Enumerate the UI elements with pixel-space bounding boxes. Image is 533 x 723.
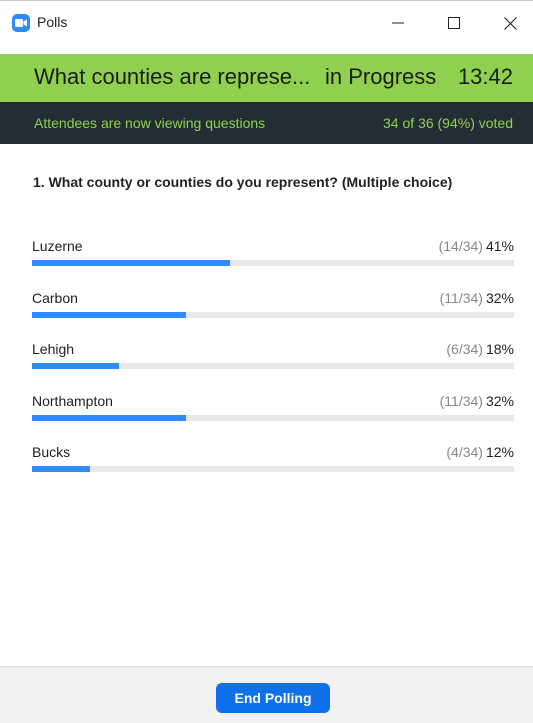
answer-row: Northampton (11/34) 32% [32, 393, 514, 445]
answer-bar-track [32, 260, 514, 266]
answer-percent: 12% [485, 444, 514, 460]
answer-label: Northampton [32, 392, 113, 409]
minimize-button[interactable] [378, 7, 418, 39]
answer-label: Luzerne [32, 238, 83, 254]
answer-percent: 32% [485, 289, 514, 306]
close-icon [503, 16, 517, 30]
answer-percent: 32% [485, 392, 514, 409]
answer-percent: 41% [485, 238, 514, 254]
poll-footer: End Polling [0, 666, 533, 723]
answer-result: (11/34) 32% [440, 393, 514, 409]
answer-row: Carbon (11/34) 32% [32, 290, 514, 342]
answer-label: Carbon [32, 289, 78, 306]
poll-info-bar: Attendees are now viewing questions 34 o… [0, 102, 533, 144]
answer-fraction: (11/34) [439, 392, 483, 409]
answer-fraction: (11/34) [439, 289, 483, 306]
answer-result: (14/34) 41% [439, 238, 514, 254]
answer-list: Luzerne (14/34) 41% Carbon (11/34) 32% Leh… [32, 238, 514, 496]
end-polling-button[interactable]: End Polling [216, 683, 330, 713]
answer-bar-fill [32, 466, 90, 472]
answer-result: (6/34) 18% [446, 341, 514, 357]
poll-title: What counties are represe... [34, 64, 311, 89]
answer-bar-fill [32, 260, 230, 266]
minimize-icon [392, 22, 404, 24]
answer-fraction: (6/34) [446, 341, 483, 357]
window-titlebar: Polls [0, 0, 533, 44]
maximize-button[interactable] [434, 7, 474, 39]
answer-fraction: (14/34) [438, 238, 483, 254]
question-text: 1. What county or counties do you repres… [33, 174, 453, 190]
poll-timer: 13:42 [457, 64, 513, 89]
answer-bar-fill [32, 311, 187, 318]
answer-bar-track [32, 311, 514, 318]
answer-bar-track [32, 363, 514, 369]
vote-summary: 34 of 36 (94%) voted [383, 115, 513, 131]
answer-fraction: (4/34) [446, 444, 483, 460]
window-title: Polls [37, 14, 68, 30]
answer-bar-track [32, 414, 514, 421]
answer-result: (4/34) 12% [446, 444, 514, 460]
poll-status: in Progress [325, 64, 437, 89]
close-button[interactable] [490, 7, 530, 39]
answer-label: Lehigh [32, 341, 75, 357]
answer-percent: 18% [485, 341, 514, 357]
answer-bar-fill [32, 363, 119, 369]
answer-label: Bucks [32, 444, 71, 460]
answer-bar-fill [32, 414, 187, 421]
answer-result: (11/34) 32% [440, 290, 514, 306]
attendee-message: Attendees are now viewing questions [34, 115, 266, 131]
answer-row: Lehigh (6/34) 18% [32, 341, 514, 393]
poll-header: What counties are represe... in Progress… [0, 54, 533, 102]
answer-row: Luzerne (14/34) 41% [32, 238, 514, 290]
maximize-icon [448, 17, 460, 29]
answer-bar-track [32, 466, 514, 472]
zoom-camera-icon [12, 14, 30, 32]
answer-row: Bucks (4/34) 12% [32, 444, 514, 496]
